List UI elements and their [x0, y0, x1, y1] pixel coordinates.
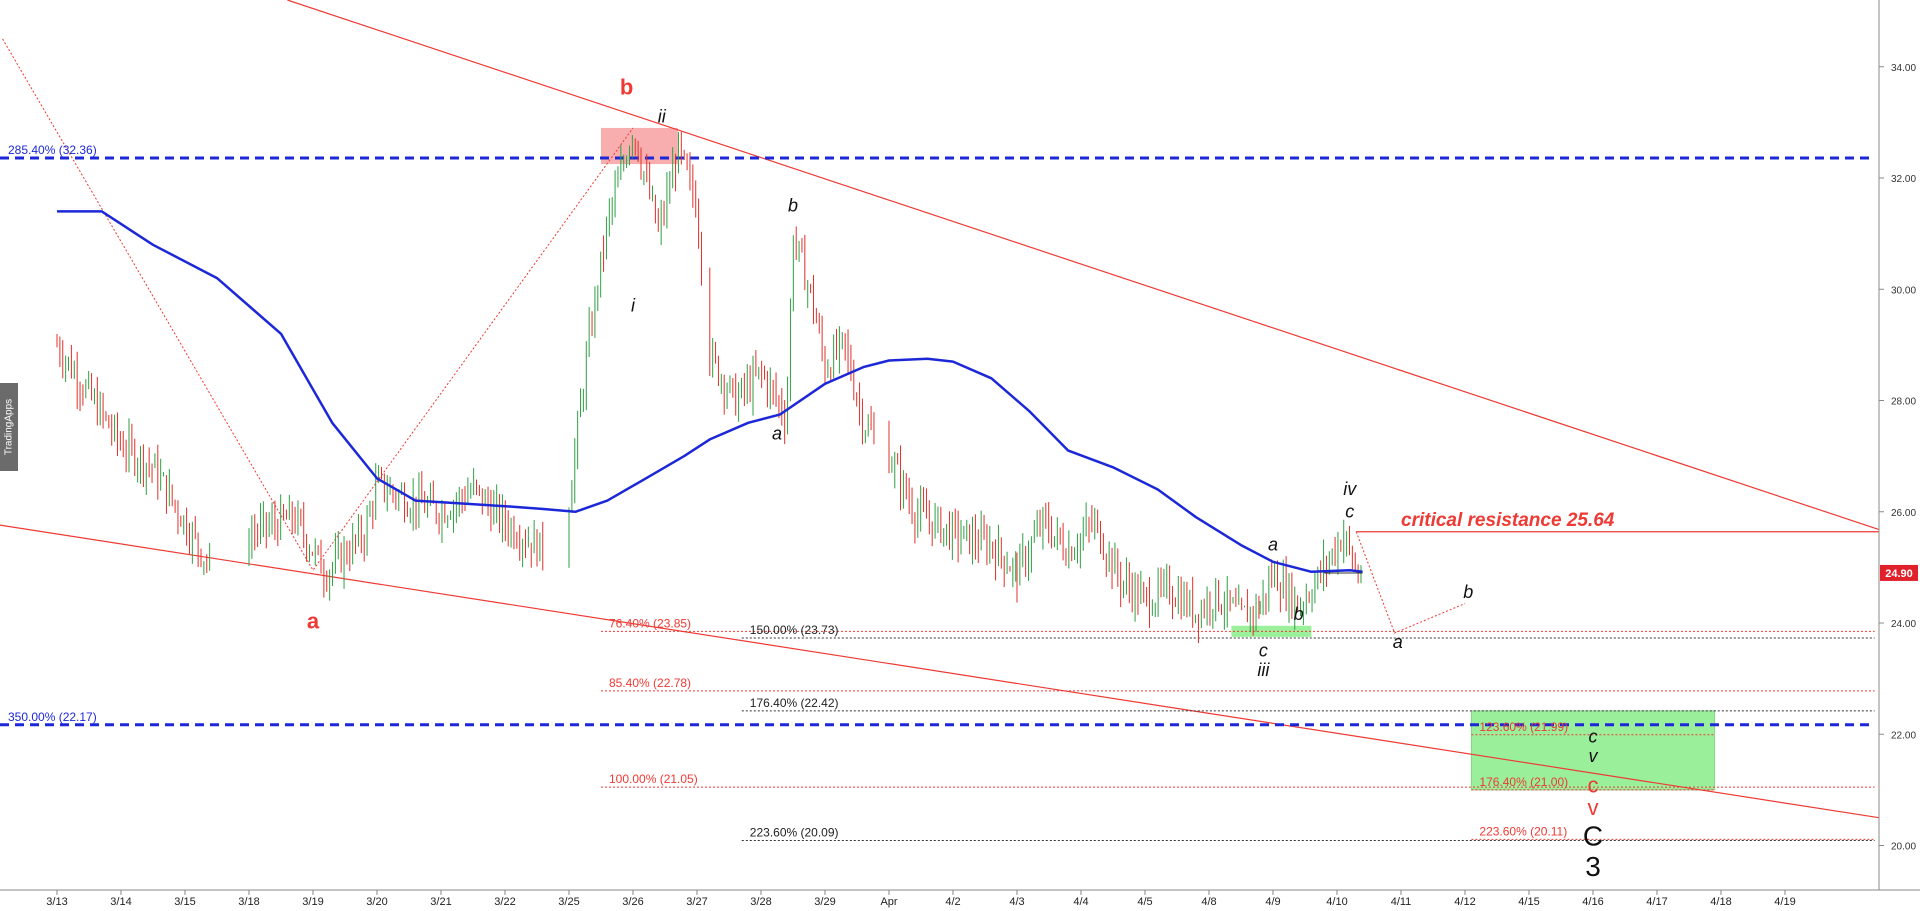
wave-label-0: a	[307, 609, 320, 634]
x-tick-label-22: 4/12	[1454, 896, 1475, 908]
x-tick-label-11: 3/28	[750, 896, 771, 908]
x-tick-label-5: 3/20	[366, 896, 387, 908]
last-price-label: 24.90	[1885, 568, 1913, 580]
x-tick-label-26: 4/18	[1710, 896, 1731, 908]
wave-label-6: a	[1268, 535, 1278, 555]
moving-average-line	[57, 210, 1363, 574]
x-tick-label-12: 3/29	[814, 896, 835, 908]
fib-label-1: 350.00% (22.17)	[8, 710, 97, 724]
last-price-box	[1880, 564, 1918, 581]
fib-label-5: 176.40% (22.42)	[750, 696, 839, 710]
x-tick-label-9: 3/26	[622, 896, 643, 908]
y-tick-label-0: 20.00	[1891, 842, 1916, 853]
critical-resistance-label: critical resistance 25.64	[1401, 510, 1615, 531]
x-tick-label-18: 4/8	[1201, 896, 1216, 908]
upper-trendline	[287, 0, 1880, 531]
x-tick-label-2: 3/15	[174, 896, 195, 908]
fib-label-3: 150.00% (23.73)	[750, 623, 839, 637]
x-tick-label-6: 3/21	[430, 896, 451, 908]
wave-label-14: c	[1589, 727, 1598, 747]
wave-label-8: c	[1345, 501, 1354, 521]
wave-label-10: c	[1259, 640, 1268, 660]
y-tick-label-4: 28.00	[1891, 397, 1916, 408]
x-tick-label-16: 4/4	[1073, 896, 1088, 908]
moving-average-layer	[57, 210, 1363, 574]
x-tick-label-13: Apr	[880, 896, 897, 908]
wave-label-18: C	[1583, 821, 1603, 852]
fib-label-4: 85.40% (22.78)	[609, 676, 691, 690]
x-tick-label-1: 3/14	[110, 896, 131, 908]
wave-label-1: b	[620, 75, 633, 100]
y-tick-label-5: 30.00	[1891, 285, 1916, 296]
lines-layer	[0, 0, 1880, 841]
wave-label-17: v	[1588, 795, 1599, 820]
wave-label-12: a	[1393, 632, 1403, 652]
fib-label-8: 123.60% (21.99)	[1479, 720, 1568, 734]
wave-label-13: b	[1463, 582, 1473, 602]
wave-label-3: i	[631, 296, 636, 316]
lower-trendline	[0, 524, 1880, 819]
x-tick-label-24: 4/16	[1582, 896, 1603, 908]
target-zone	[1470, 710, 1716, 791]
candles-layer	[56, 131, 1362, 644]
zones-layer	[601, 127, 1716, 791]
y-tick-label-7: 34.00	[1891, 63, 1916, 74]
wave-label-4: b	[788, 195, 798, 215]
x-tick-label-14: 4/2	[945, 896, 960, 908]
y-tick-label-1: 22.00	[1891, 730, 1916, 741]
x-tick-label-17: 4/5	[1137, 896, 1152, 908]
x-tick-label-20: 4/10	[1326, 896, 1347, 908]
x-tick-label-10: 3/27	[686, 896, 707, 908]
x-tick-label-25: 4/17	[1646, 896, 1667, 908]
watermark-text: TradingApps	[3, 398, 15, 456]
x-tick-label-19: 4/9	[1265, 896, 1280, 908]
y-tick-label-3: 26.00	[1891, 508, 1916, 519]
fib-label-6: 100.00% (21.05)	[609, 772, 698, 786]
x-tick-label-7: 3/22	[494, 896, 515, 908]
labels-layer: critical resistance 25.64 285.40% (32.36)…	[8, 75, 1615, 883]
wave-label-19: 3	[1585, 851, 1601, 882]
x-tick-label-23: 4/15	[1518, 896, 1539, 908]
x-tick-label-27: 4/19	[1774, 896, 1795, 908]
tradingapps-watermark: TradingApps	[0, 383, 18, 471]
wave-label-9: b	[1294, 604, 1304, 624]
x-tick-label-0: 3/13	[46, 896, 67, 908]
y-tick-label-2: 24.00	[1891, 619, 1916, 630]
wave-label-11: iii	[1257, 660, 1270, 680]
wave-label-2: ii	[658, 106, 667, 126]
wave-label-15: v	[1589, 746, 1599, 766]
x-tick-label-4: 3/19	[302, 896, 323, 908]
fib-label-2: 76.40% (23.85)	[609, 616, 691, 630]
x-tick-label-15: 4/3	[1009, 896, 1024, 908]
support-zone-iii	[1231, 625, 1312, 637]
fib-label-7: 223.60% (20.09)	[750, 825, 839, 839]
fib-label-0: 285.40% (32.36)	[8, 143, 97, 157]
fib-label-9: 176.40% (21.00)	[1479, 775, 1568, 789]
projection-dotted-line	[2, 38, 634, 572]
x-tick-label-3: 3/18	[238, 896, 259, 908]
x-tick-label-21: 4/11	[1391, 896, 1412, 908]
forecast-dotted-line	[1355, 531, 1466, 634]
x-tick-label-8: 3/25	[558, 896, 579, 908]
wave-label-7: iv	[1343, 479, 1357, 499]
wave-label-5: a	[772, 423, 782, 443]
fib-label-10: 223.60% (20.11)	[1479, 824, 1567, 838]
wave-label-16: c	[1588, 773, 1599, 798]
y-tick-label-6: 32.00	[1891, 174, 1916, 185]
